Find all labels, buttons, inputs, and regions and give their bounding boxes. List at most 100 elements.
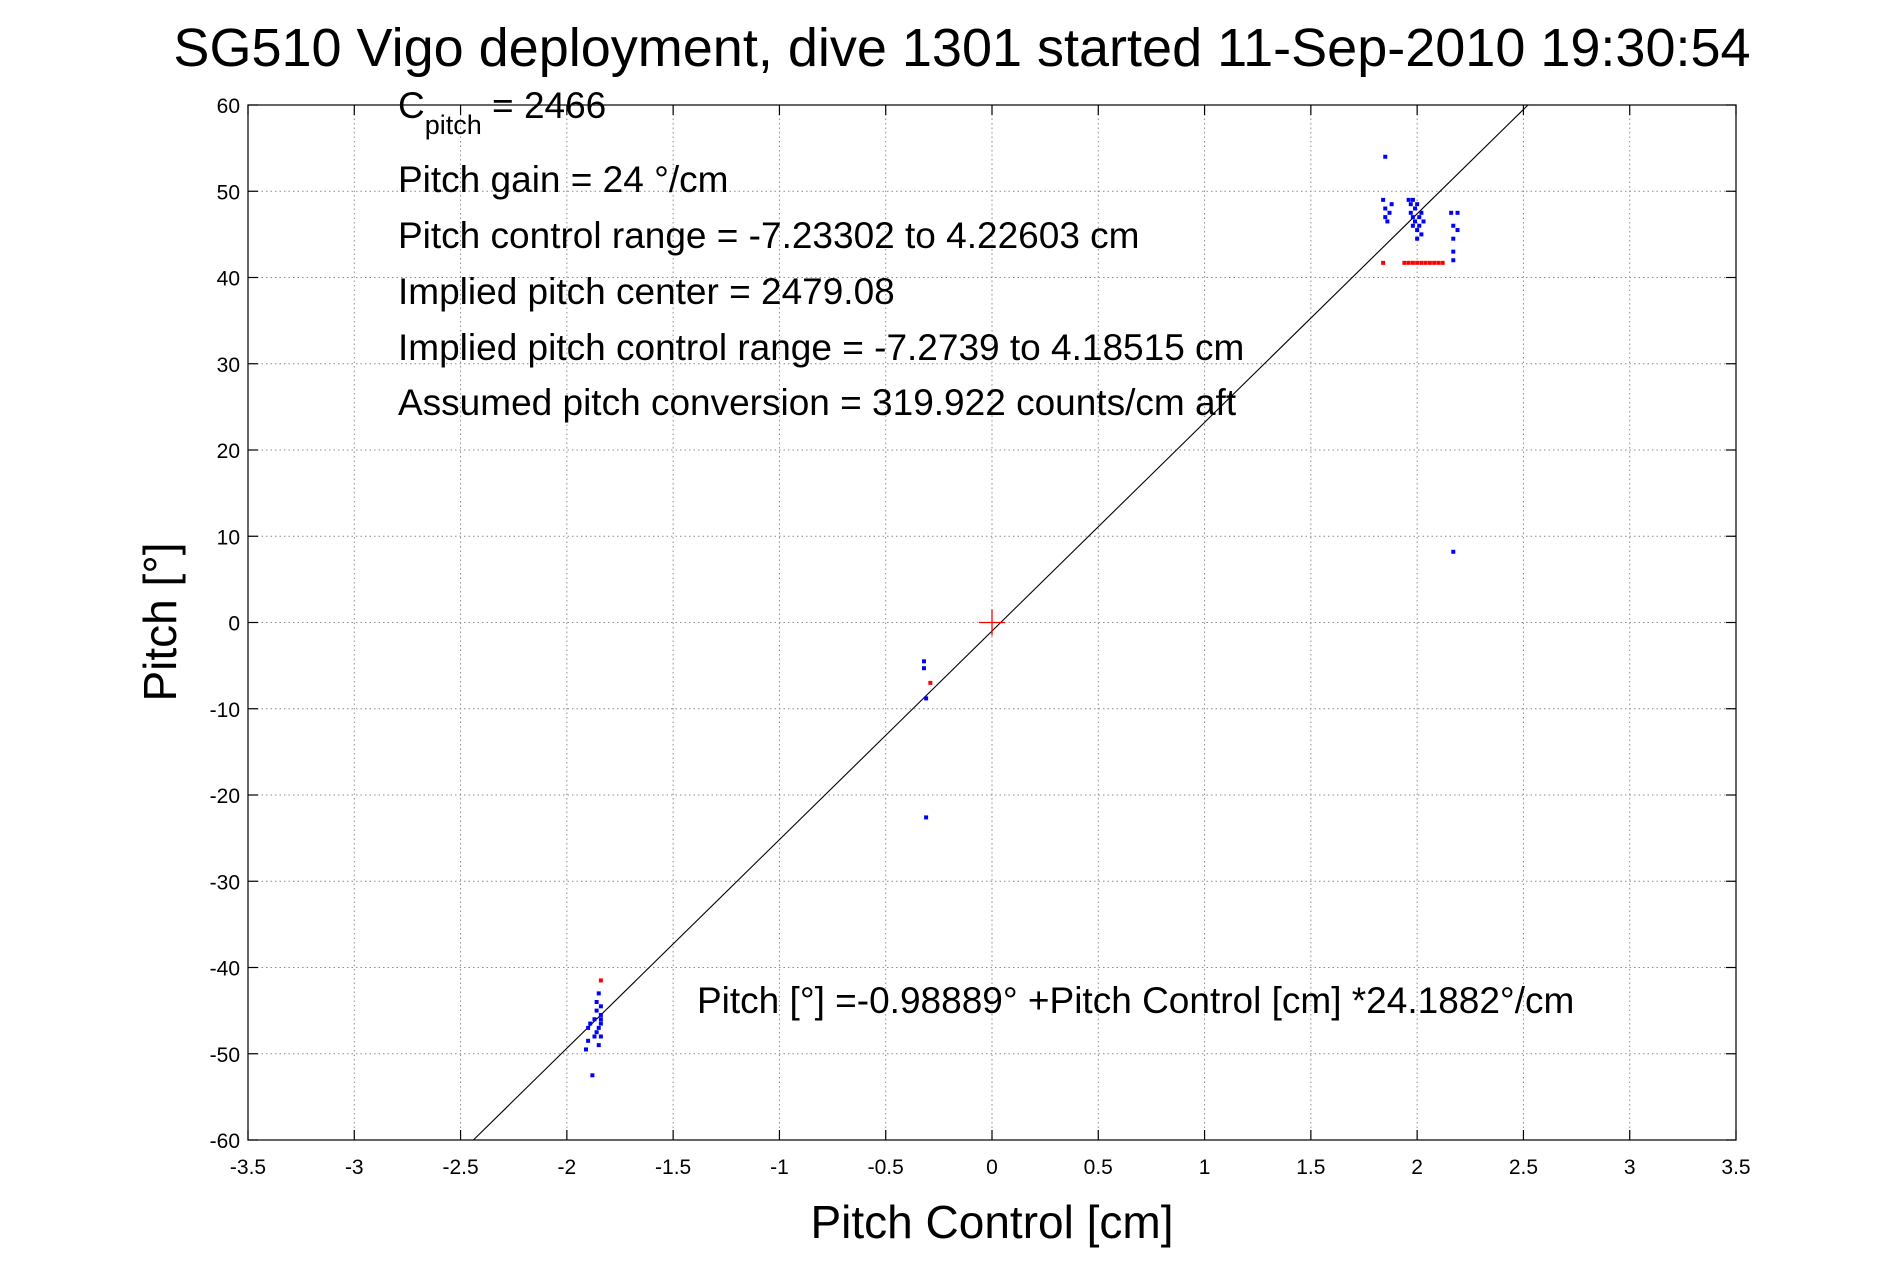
x-tick-label: -3 (345, 1156, 364, 1179)
annotation-line-implied-pitch-control-range: Implied pitch control range = -7.2739 to… (398, 327, 1244, 368)
data-point-blue (1455, 210, 1460, 215)
x-tick-label: 2.5 (1509, 1156, 1538, 1179)
x-axis-label: Pitch Control [cm] (811, 1196, 1174, 1248)
data-point-blue (583, 1047, 588, 1052)
data-point-blue (598, 1034, 603, 1039)
data-point-blue (1385, 219, 1390, 224)
data-point-red (1436, 260, 1441, 265)
data-point-red (1432, 260, 1437, 265)
y-tick-label: -10 (210, 699, 240, 722)
data-point-blue (1387, 210, 1392, 215)
y-tick-label: 60 (217, 95, 240, 118)
y-tick-label: 50 (217, 181, 240, 204)
x-tick-label: -3.5 (230, 1156, 266, 1179)
data-point-blue (596, 1025, 601, 1030)
data-point-red (1406, 260, 1411, 265)
data-point-blue (1455, 228, 1460, 233)
data-point-blue (592, 1034, 597, 1039)
annotation-line-pitch-conversion: Assumed pitch conversion = 319.922 count… (398, 382, 1237, 423)
data-point-red (928, 680, 933, 685)
y-tick-label: 20 (217, 440, 240, 463)
data-point-blue (1381, 197, 1386, 202)
x-tick-label: -1.5 (655, 1156, 691, 1179)
data-point-blue (1417, 215, 1422, 220)
x-tick-label: -1 (770, 1156, 789, 1179)
fit-equation-annotation: Pitch [°] =-0.98889° +Pitch Control [cm]… (697, 980, 1574, 1021)
data-point-blue (1449, 210, 1454, 215)
data-point-blue (1408, 210, 1413, 215)
data-point-red (598, 978, 603, 983)
y-axis-label: Pitch [°] (134, 542, 186, 701)
data-point-blue (921, 666, 926, 671)
data-point-blue (1451, 258, 1456, 263)
data-point-blue (1383, 215, 1388, 220)
data-point-blue (1417, 223, 1422, 228)
data-point-red (1415, 260, 1420, 265)
pitch-center-marker (979, 609, 1005, 636)
y-tick-label: -30 (210, 871, 240, 894)
x-axis-ticks: -3.5 -3 -2.5 -2 -1.5 -1 -0.5 0 0.5 1 1.5 2 2.5 3 3.5 (230, 105, 1751, 1179)
data-point-blue (1415, 228, 1420, 233)
data-point-blue (924, 696, 929, 701)
y-tick-label: 0 (228, 613, 240, 636)
c-pitch-value: = 2466 (482, 85, 606, 126)
data-point-blue (1415, 236, 1420, 241)
data-point-blue (586, 1025, 591, 1030)
data-point-blue (594, 1030, 599, 1035)
data-point-blue (1389, 202, 1394, 207)
data-point-blue (924, 815, 929, 820)
data-point-red (1423, 260, 1428, 265)
y-tick-label: 40 (217, 268, 240, 291)
c-pitch-main: C (398, 85, 425, 126)
y-tick-label: -20 (210, 785, 240, 808)
data-point-blue (1413, 219, 1418, 224)
x-tick-label: 3.5 (1721, 1156, 1750, 1179)
data-point-blue (1410, 223, 1415, 228)
data-point-blue (1419, 232, 1424, 237)
data-point-red (1427, 260, 1432, 265)
annotation-line-pitch-control-range: Pitch control range = -7.23302 to 4.2260… (398, 215, 1140, 256)
data-point-blue (1410, 215, 1415, 220)
data-points (583, 154, 1460, 1078)
data-point-blue (1451, 249, 1456, 254)
x-tick-label: 0 (986, 1156, 998, 1179)
data-point-red (1402, 260, 1407, 265)
x-tick-label: 2 (1411, 1156, 1423, 1179)
y-tick-label: -40 (210, 958, 240, 981)
data-point-blue (1383, 154, 1388, 159)
data-point-blue (921, 659, 926, 664)
data-point-blue (594, 1000, 599, 1004)
y-tick-label: 30 (217, 354, 240, 377)
x-tick-label: 1 (1199, 1156, 1211, 1179)
c-pitch-annotation: Cpitch = 2466 (398, 85, 606, 140)
data-point-red (1419, 260, 1424, 265)
data-point-blue (586, 1038, 591, 1043)
data-point-blue (598, 1021, 603, 1026)
data-point-blue (1406, 197, 1411, 202)
y-tick-label: 10 (217, 526, 240, 549)
data-point-blue (590, 1073, 595, 1078)
x-tick-label: -2 (558, 1156, 577, 1179)
data-point-blue (592, 1017, 597, 1022)
data-point-red (1440, 260, 1445, 265)
x-tick-label: -0.5 (868, 1156, 904, 1179)
y-tick-label: -50 (210, 1044, 240, 1067)
data-point-blue (588, 1021, 593, 1026)
data-point-blue (1410, 197, 1415, 202)
data-point-blue (1383, 206, 1388, 211)
data-point-blue (1413, 206, 1418, 211)
data-point-blue (1421, 219, 1426, 224)
data-point-blue (1451, 236, 1456, 241)
y-axis-ticks: -60 -50 -40 -30 -20 -10 0 10 20 30 40 50 60 (210, 95, 1736, 1153)
data-point-blue (598, 1017, 603, 1022)
data-point-red (1410, 260, 1415, 265)
data-point-blue (1408, 202, 1413, 207)
data-point-blue (598, 1004, 603, 1009)
data-point-red (1381, 260, 1386, 265)
data-point-blue (596, 991, 601, 996)
x-tick-label: -2.5 (442, 1156, 478, 1179)
data-point-blue (594, 1008, 599, 1013)
c-pitch-subscript: pitch (425, 110, 482, 140)
data-point-blue (1451, 223, 1456, 228)
data-point-blue (596, 1043, 601, 1048)
